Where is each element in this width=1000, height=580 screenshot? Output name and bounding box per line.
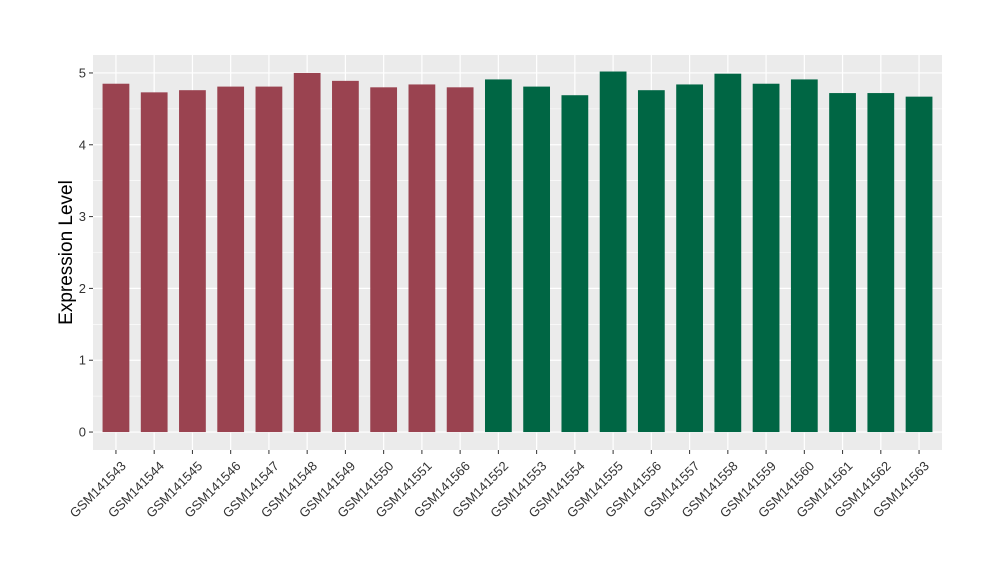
bar-GSM141550	[370, 87, 398, 433]
bar-GSM141556	[637, 90, 665, 433]
bar-GSM141552	[484, 79, 512, 433]
bar-GSM141555	[599, 71, 627, 433]
bar-GSM141551	[408, 84, 436, 433]
bar-GSM141561	[829, 93, 856, 433]
bar-GSM141560	[790, 79, 818, 433]
bar-GSM141553	[523, 86, 551, 433]
bar-GSM141566	[446, 87, 474, 433]
y-axis-title: Expression Level	[56, 180, 77, 325]
bar-GSM141543	[102, 83, 130, 433]
bars	[102, 71, 933, 433]
y-tick-label: 2	[79, 281, 86, 296]
y-tick-label: 0	[79, 425, 86, 440]
bar-GSM141559	[752, 83, 780, 433]
y-tick-label: 4	[79, 137, 86, 152]
bar-GSM141546	[217, 86, 245, 433]
bar-GSM141557	[676, 84, 703, 433]
bar-GSM141545	[179, 90, 206, 433]
y-tick-label: 3	[79, 209, 86, 224]
bar-GSM141544	[140, 92, 168, 433]
bar-GSM141554	[561, 95, 589, 433]
bar-GSM141563	[905, 96, 933, 433]
bar-GSM141558	[714, 73, 742, 433]
bar-GSM141562	[867, 93, 895, 433]
y-tick-label: 1	[79, 353, 86, 368]
bar-GSM141548	[293, 72, 321, 433]
bar-GSM141547	[255, 86, 283, 433]
bar-GSM141549	[332, 80, 359, 433]
y-tick-label: 5	[79, 65, 86, 80]
